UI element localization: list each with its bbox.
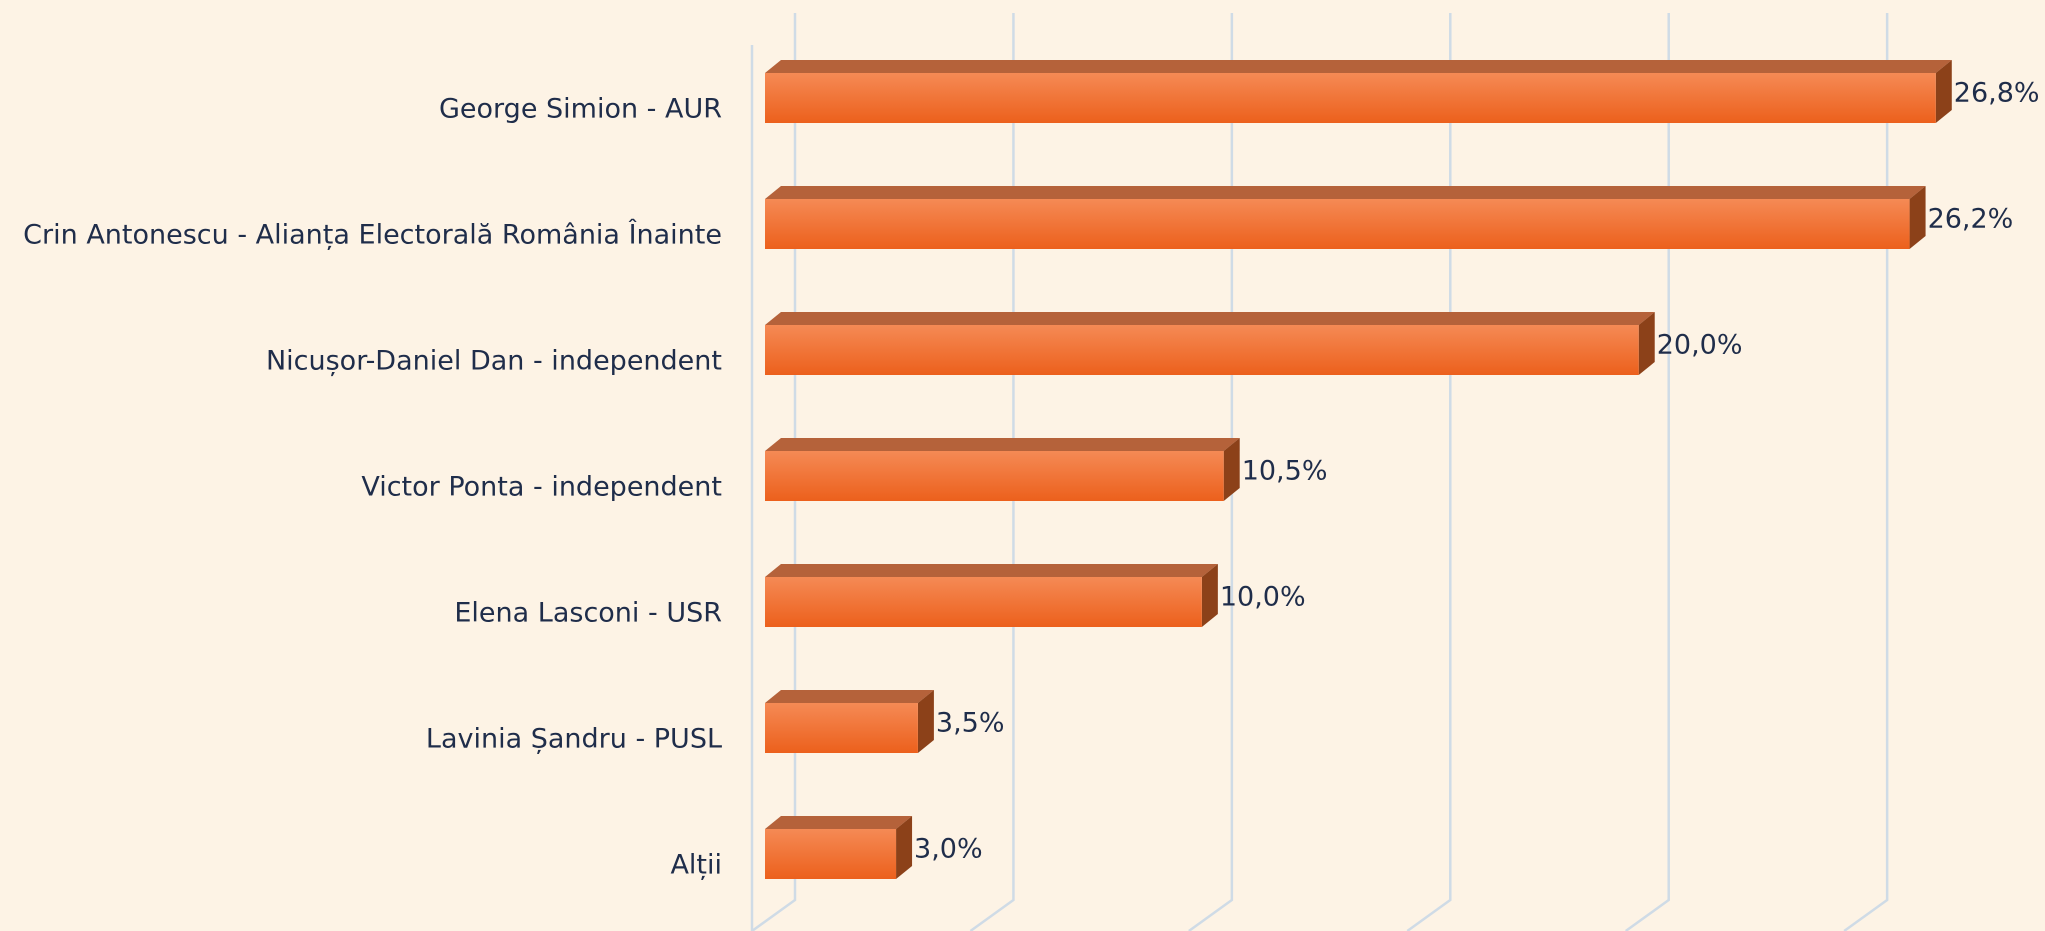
bar-side [896, 816, 913, 879]
value-label: 10,5% [1242, 456, 1328, 487]
grid-line [1624, 13, 1670, 931]
y-tick-label: Lavinia Șandru - PUSL [426, 724, 722, 755]
grid-line [751, 13, 797, 931]
value-label: 3,0% [914, 834, 983, 865]
bar [765, 438, 1240, 501]
grid-line [1406, 13, 1452, 931]
bar [765, 186, 1926, 249]
value-label: 26,2% [1928, 204, 2014, 235]
y-tick-label: George Simion - AUR [439, 94, 722, 125]
bar-top [765, 690, 934, 703]
bar-front [765, 577, 1202, 627]
bar [765, 816, 913, 879]
y-tick-label: Alții [670, 850, 722, 881]
bar-side [1223, 438, 1240, 501]
bar-front [765, 451, 1224, 501]
bar-front [765, 325, 1639, 375]
grid-line [969, 13, 1015, 931]
value-label: 10,0% [1220, 582, 1306, 613]
bar-front [765, 73, 1936, 123]
y-tick-label: Elena Lasconi - USR [454, 598, 722, 629]
bar-front [765, 829, 897, 879]
bar [765, 312, 1655, 375]
y-tick-label: Crin Antonescu - Alianța Electorală Româ… [23, 219, 722, 251]
bar-top [765, 60, 1952, 73]
bar-top [765, 564, 1218, 577]
bar-front [765, 703, 918, 753]
bar [765, 690, 934, 753]
bar-side [917, 690, 934, 753]
bar-side [1909, 186, 1926, 249]
value-label: 26,8% [1954, 78, 2040, 109]
bar-front [765, 199, 1910, 249]
bar-top [765, 438, 1240, 451]
value-label: 3,5% [936, 708, 1005, 739]
bar-top [765, 816, 913, 829]
value-label: 20,0% [1657, 330, 1743, 361]
bar-top [765, 312, 1655, 325]
bar [765, 60, 1952, 123]
bar-side [1638, 312, 1655, 375]
grid-line [1843, 13, 1889, 931]
bar-side [1935, 60, 1952, 123]
bar-top [765, 186, 1926, 199]
y-tick-label: Victor Ponta - independent [361, 472, 722, 503]
y-tick-label: Nicușor-Daniel Dan - independent [266, 346, 722, 377]
bar [765, 564, 1218, 627]
bar-side [1201, 564, 1218, 627]
grid-line [1188, 13, 1234, 931]
